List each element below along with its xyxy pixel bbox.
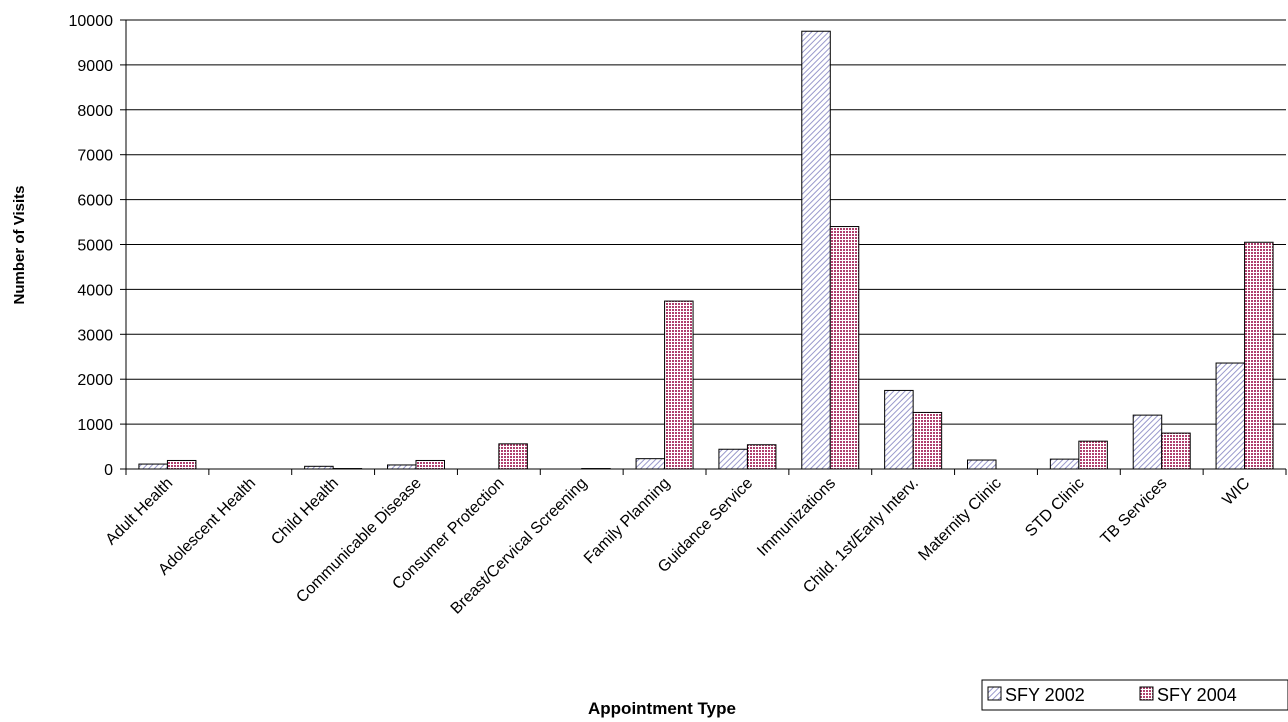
axes bbox=[125, 20, 1287, 475]
bar-1-12 bbox=[1132, 414, 1163, 470]
y-axis-label: Number of Visits bbox=[11, 186, 28, 305]
bar-2-4 bbox=[498, 443, 528, 470]
y-tick-label: 7000 bbox=[77, 148, 113, 165]
bar-1-0 bbox=[138, 463, 168, 470]
legend-label-1: SFY 2002 bbox=[1005, 685, 1085, 705]
x-tick-label: STD Clinic bbox=[1022, 475, 1087, 540]
bar-2-0 bbox=[166, 459, 197, 470]
x-tick-label: Child Health bbox=[268, 475, 342, 549]
bar-1-3 bbox=[387, 464, 417, 470]
bar-1-9 bbox=[884, 389, 914, 470]
x-tick-label: Maternity Clinic bbox=[915, 475, 1004, 564]
bar-2-13 bbox=[1244, 241, 1274, 470]
bar-1-6 bbox=[635, 458, 666, 470]
bar-2-8 bbox=[829, 226, 860, 470]
bar-2-12 bbox=[1161, 432, 1191, 470]
y-tick-label: 3000 bbox=[77, 327, 113, 344]
bar-1-7 bbox=[718, 448, 748, 470]
y-tick-label: 5000 bbox=[77, 238, 113, 255]
legend-label-2: SFY 2004 bbox=[1157, 685, 1237, 705]
bar-1-10 bbox=[967, 459, 997, 470]
bar-1-11 bbox=[1049, 458, 1080, 470]
bar-1-8 bbox=[801, 30, 831, 470]
x-tick-label: Breast/Cervical Screening bbox=[448, 475, 591, 618]
y-tick-label: 6000 bbox=[77, 193, 113, 210]
x-tick-label: TB Services bbox=[1098, 475, 1171, 548]
bar-2-6 bbox=[664, 300, 694, 470]
bar-2-9 bbox=[912, 411, 943, 470]
y-tick-label: 2000 bbox=[77, 372, 113, 389]
y-tick-label: 8000 bbox=[77, 103, 113, 120]
legend-box bbox=[981, 679, 1288, 711]
bar-2-3 bbox=[415, 459, 445, 470]
bars bbox=[138, 30, 1274, 470]
legend: SFY 2002 SFY 2004 bbox=[981, 679, 1288, 711]
x-tick-label: WIC bbox=[1219, 475, 1253, 509]
x-tick-label: Immunizations bbox=[754, 475, 839, 560]
y-tick-label: 1000 bbox=[77, 417, 113, 434]
bar-2-7 bbox=[746, 444, 777, 470]
bar-1-13 bbox=[1215, 362, 1246, 470]
x-tick-label: Adult Health bbox=[103, 475, 177, 549]
y-tick-label: 9000 bbox=[77, 58, 113, 75]
legend-swatch-1 bbox=[987, 686, 1002, 701]
y-tick-labels: 0 1000 2000 3000 4000 5000 6000 7000 8000 9000 100… bbox=[69, 13, 114, 479]
bar-2-11 bbox=[1078, 440, 1108, 470]
legend-swatch-2 bbox=[1139, 686, 1154, 701]
y-tick-label: 0 bbox=[104, 462, 113, 479]
x-tick-label: Family Planning bbox=[581, 475, 674, 568]
x-axis-label: Appointment Type bbox=[588, 699, 736, 718]
y-tick-label: 4000 bbox=[77, 282, 113, 299]
y-tick-label: 10000 bbox=[69, 13, 114, 30]
gridlines bbox=[120, 19, 1286, 470]
